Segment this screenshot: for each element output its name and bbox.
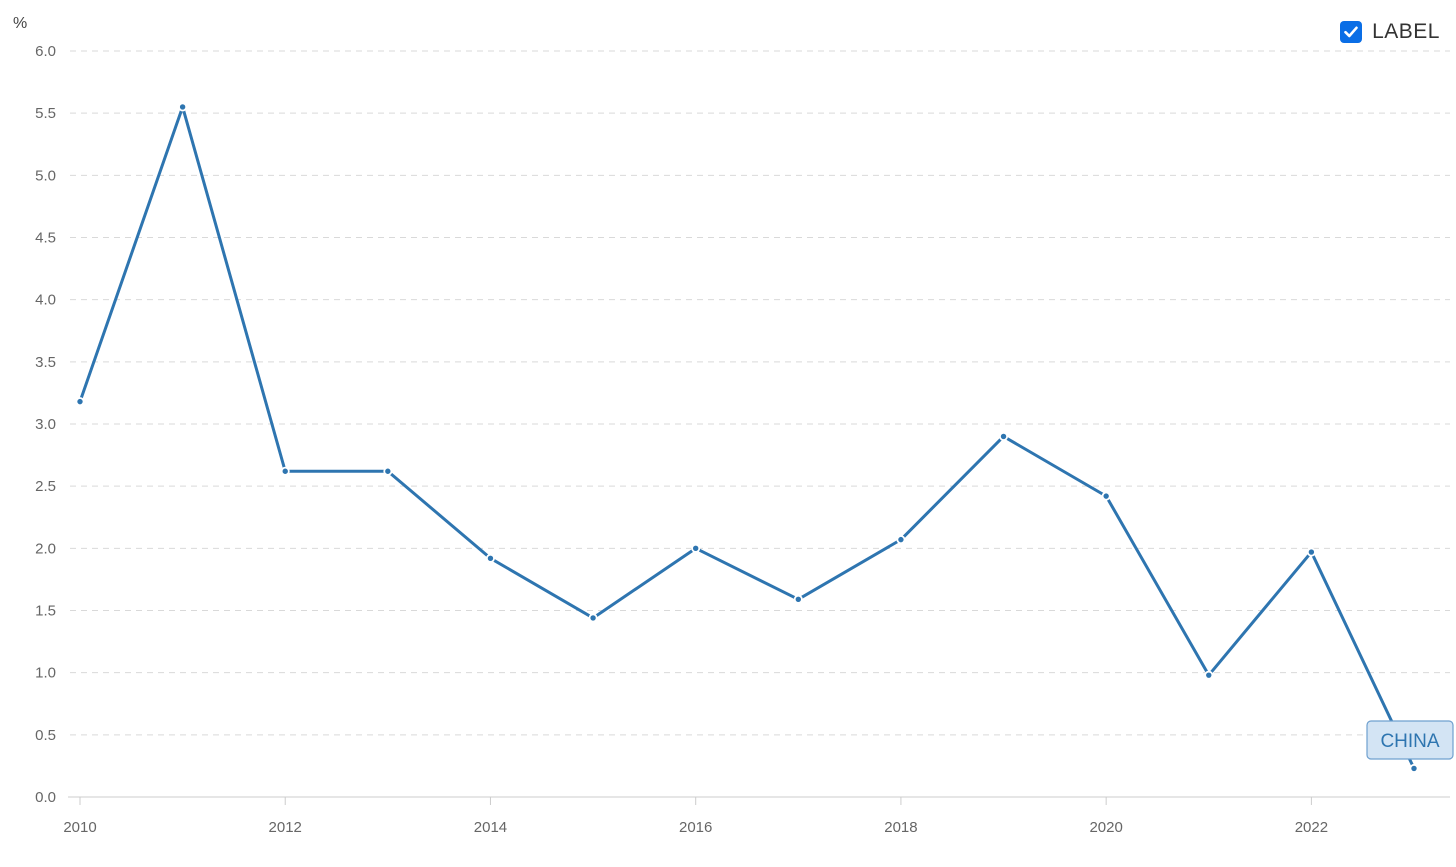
grid-lines xyxy=(70,50,1450,736)
x-tick-label: 2016 xyxy=(679,819,712,836)
y-tick-label: 0.0 xyxy=(35,789,56,806)
y-tick-label: 2.5 xyxy=(35,478,56,495)
y-tick-label: 5.5 xyxy=(35,105,56,122)
y-axis-unit-label: % xyxy=(13,15,27,32)
y-tick-label: 1.5 xyxy=(35,603,56,620)
data-point[interactable] xyxy=(178,102,188,112)
data-point[interactable] xyxy=(896,535,906,545)
data-point[interactable] xyxy=(1306,547,1316,557)
data-point[interactable] xyxy=(1101,491,1111,501)
x-axis: 2010 2012 2014 2016 2018 2020 2022 xyxy=(63,796,1450,836)
x-tick-label: 2010 xyxy=(63,819,96,836)
data-point[interactable] xyxy=(280,466,290,476)
checkbox-checked-icon[interactable] xyxy=(1340,21,1363,43)
legend-label: LABEL xyxy=(1372,20,1440,43)
x-tick-label: 2022 xyxy=(1295,819,1328,836)
y-tick-label: 1.0 xyxy=(35,665,56,682)
data-point[interactable] xyxy=(75,397,85,407)
data-point[interactable] xyxy=(485,553,495,563)
y-tick-label: 4.5 xyxy=(35,230,56,247)
data-point[interactable] xyxy=(691,543,701,553)
legend-toggle[interactable]: LABEL xyxy=(1340,20,1440,44)
series-tag-box xyxy=(1366,720,1454,760)
x-tick-label: 2020 xyxy=(1089,819,1122,836)
data-point[interactable] xyxy=(383,466,393,476)
y-tick-label: 0.5 xyxy=(35,727,56,744)
y-tick-label: 3.5 xyxy=(35,354,56,371)
x-tick-label: 2012 xyxy=(269,819,302,836)
data-point[interactable] xyxy=(1409,763,1419,773)
data-point[interactable] xyxy=(793,594,803,604)
x-tick-label: 2014 xyxy=(474,819,507,836)
y-tick-label: 3.0 xyxy=(35,416,56,433)
series-line-group xyxy=(78,105,1416,770)
y-tick-label: 2.0 xyxy=(35,540,56,557)
series-points xyxy=(75,102,1419,773)
y-tick-label: 4.0 xyxy=(35,292,56,309)
x-tick-label: 2018 xyxy=(884,819,917,836)
data-point[interactable] xyxy=(1204,670,1214,680)
y-tick-label: 6.0 xyxy=(35,43,56,60)
data-point[interactable] xyxy=(588,613,598,623)
y-tick-label: 5.0 xyxy=(35,167,56,184)
series-end-label: CHINA xyxy=(1366,720,1454,760)
y-axis: 0.0 0.5 1.0 1.5 2.0 2.5 3.0 3.5 4.0 4.5 5.0 5.5 6.0 xyxy=(35,43,56,806)
series-line xyxy=(78,105,1416,770)
data-point[interactable] xyxy=(999,431,1009,441)
checkmark-icon xyxy=(1344,26,1358,38)
series-tag-label: CHINA xyxy=(1380,731,1439,752)
